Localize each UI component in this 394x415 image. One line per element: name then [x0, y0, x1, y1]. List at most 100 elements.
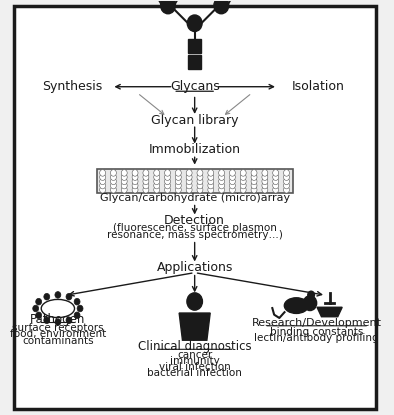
Circle shape [219, 186, 225, 193]
Text: immunity: immunity [170, 356, 219, 366]
Circle shape [214, 0, 229, 14]
Circle shape [161, 0, 175, 14]
Circle shape [251, 186, 257, 193]
Circle shape [110, 178, 116, 185]
Circle shape [240, 178, 246, 185]
Circle shape [100, 186, 106, 193]
Circle shape [273, 186, 279, 193]
Circle shape [77, 305, 83, 312]
Circle shape [284, 178, 290, 185]
Circle shape [197, 170, 203, 176]
Circle shape [219, 182, 225, 189]
Circle shape [175, 186, 181, 193]
Circle shape [284, 170, 290, 176]
Circle shape [74, 312, 80, 319]
Circle shape [251, 170, 257, 176]
Circle shape [121, 186, 127, 193]
Circle shape [219, 174, 225, 181]
Circle shape [154, 182, 160, 189]
Text: Clinical diagnostics: Clinical diagnostics [138, 340, 251, 353]
Circle shape [273, 178, 279, 185]
Circle shape [262, 186, 268, 193]
Circle shape [273, 170, 279, 176]
Circle shape [100, 182, 106, 189]
Circle shape [262, 174, 268, 181]
Circle shape [262, 170, 268, 176]
Text: Synthesis: Synthesis [43, 80, 103, 93]
Circle shape [44, 293, 50, 300]
Circle shape [219, 178, 225, 185]
Circle shape [284, 186, 290, 193]
Circle shape [143, 182, 149, 189]
Circle shape [229, 178, 235, 185]
Circle shape [251, 182, 257, 189]
Text: Applications: Applications [156, 261, 233, 274]
Text: food, environment: food, environment [10, 330, 106, 339]
Circle shape [110, 182, 116, 189]
Bar [97, 169, 293, 193]
Text: Glycan/carbohydrate (micro)array: Glycan/carbohydrate (micro)array [100, 193, 290, 203]
Text: resonance, mass spectrometry…): resonance, mass spectrometry…) [107, 230, 282, 240]
Circle shape [284, 174, 290, 181]
Ellipse shape [41, 300, 74, 317]
Circle shape [165, 178, 171, 185]
Circle shape [208, 174, 214, 181]
Circle shape [273, 174, 279, 181]
Circle shape [74, 298, 80, 305]
Circle shape [33, 305, 39, 312]
Circle shape [186, 178, 192, 185]
Circle shape [55, 292, 61, 298]
Circle shape [143, 178, 149, 185]
Circle shape [187, 293, 203, 310]
Circle shape [44, 317, 50, 324]
Circle shape [143, 186, 149, 193]
Circle shape [143, 170, 149, 176]
Circle shape [132, 174, 138, 181]
Circle shape [121, 178, 127, 185]
Circle shape [197, 186, 203, 193]
Text: lectin/antibody profiling: lectin/antibody profiling [255, 333, 379, 343]
Circle shape [197, 182, 203, 189]
Circle shape [36, 298, 42, 305]
Circle shape [110, 186, 116, 193]
Text: surface receptors: surface receptors [12, 323, 104, 333]
Circle shape [240, 186, 246, 193]
Circle shape [251, 178, 257, 185]
Text: Isolation: Isolation [292, 80, 345, 93]
Circle shape [175, 178, 181, 185]
Circle shape [197, 178, 203, 185]
Circle shape [251, 174, 257, 181]
Circle shape [66, 317, 72, 324]
Text: (fluorescence, surface plasmon: (fluorescence, surface plasmon [113, 223, 277, 233]
Circle shape [165, 182, 171, 189]
Circle shape [143, 174, 149, 181]
Circle shape [36, 312, 42, 319]
Circle shape [55, 319, 61, 325]
Circle shape [175, 170, 181, 176]
Text: viral infection: viral infection [159, 362, 230, 372]
Circle shape [240, 170, 246, 176]
Circle shape [187, 15, 202, 32]
Circle shape [208, 182, 214, 189]
Polygon shape [179, 313, 210, 340]
Circle shape [186, 170, 192, 176]
Polygon shape [317, 307, 342, 317]
Text: cancer: cancer [177, 350, 212, 360]
Circle shape [154, 178, 160, 185]
Circle shape [175, 174, 181, 181]
Polygon shape [188, 55, 201, 68]
Circle shape [197, 174, 203, 181]
Circle shape [132, 186, 138, 193]
Circle shape [308, 291, 314, 299]
Circle shape [262, 178, 268, 185]
Circle shape [208, 178, 214, 185]
Circle shape [100, 178, 106, 185]
Circle shape [154, 174, 160, 181]
Text: Immobilization: Immobilization [149, 143, 241, 156]
Circle shape [208, 186, 214, 193]
Circle shape [154, 170, 160, 176]
Circle shape [262, 182, 268, 189]
Circle shape [110, 174, 116, 181]
Circle shape [66, 293, 72, 300]
Circle shape [110, 170, 116, 176]
